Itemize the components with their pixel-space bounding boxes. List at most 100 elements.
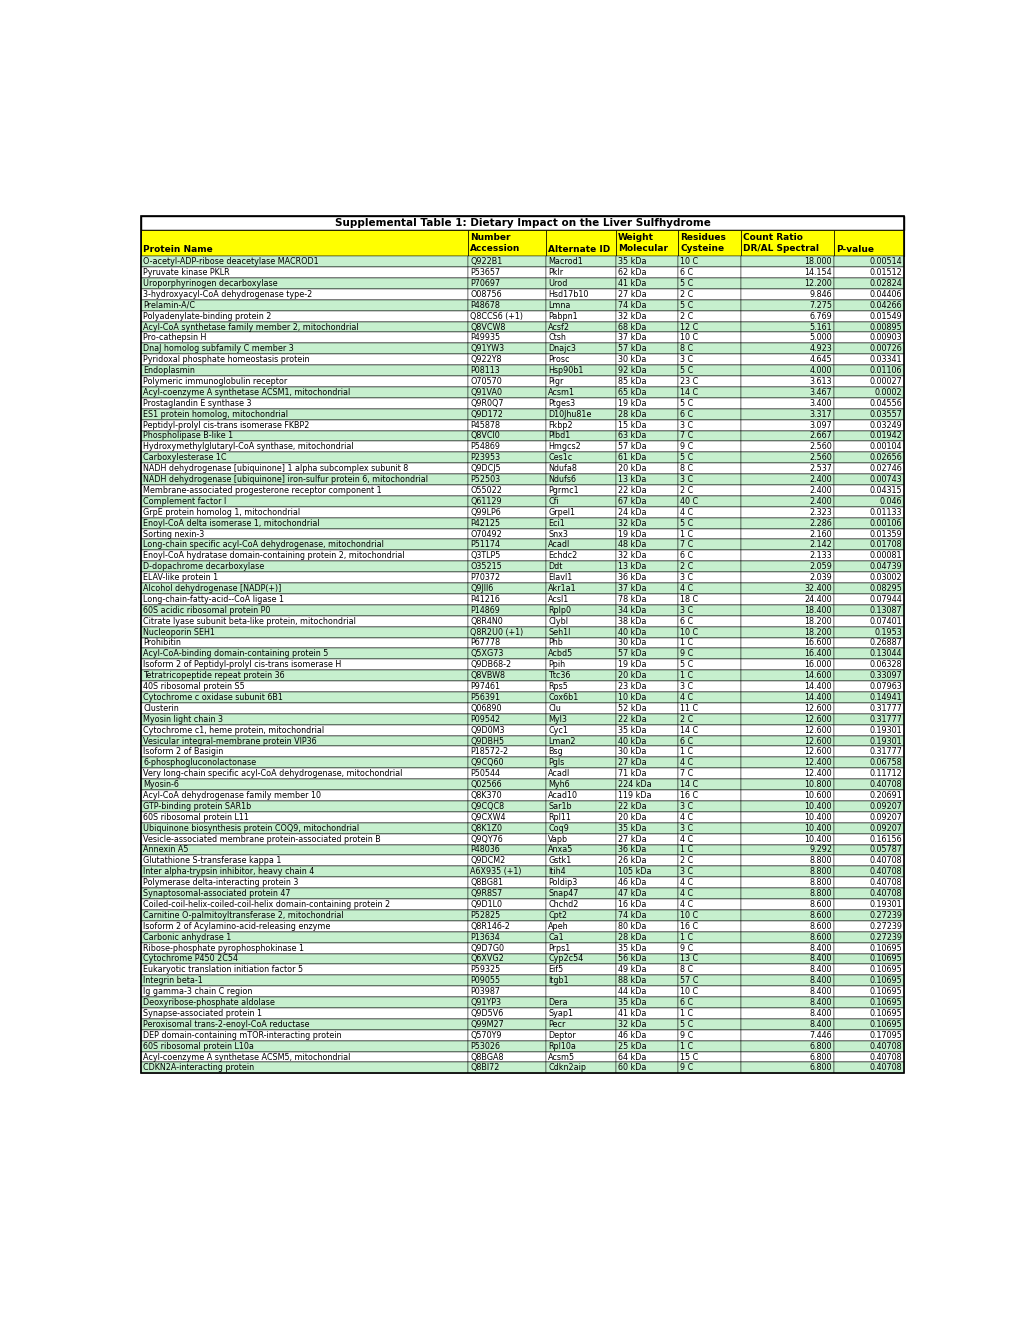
Bar bbox=[834, 267, 903, 279]
Bar bbox=[142, 550, 468, 561]
Text: Q9D1L0: Q9D1L0 bbox=[470, 900, 501, 909]
Text: Chchd2: Chchd2 bbox=[547, 900, 578, 909]
Bar bbox=[545, 671, 615, 681]
Bar bbox=[468, 648, 545, 659]
Text: 0.04266: 0.04266 bbox=[868, 301, 901, 310]
Text: 0.04315: 0.04315 bbox=[868, 486, 901, 495]
Text: Pro-cathepsin H: Pro-cathepsin H bbox=[144, 334, 207, 342]
Bar bbox=[545, 899, 615, 909]
Bar bbox=[834, 779, 903, 791]
Text: Anxa5: Anxa5 bbox=[547, 846, 573, 854]
Bar bbox=[142, 463, 903, 474]
Bar bbox=[142, 779, 468, 791]
Bar bbox=[678, 866, 740, 878]
Bar bbox=[142, 725, 468, 735]
Text: Q9JII6: Q9JII6 bbox=[470, 583, 493, 593]
Bar bbox=[615, 550, 678, 561]
Bar bbox=[545, 289, 615, 300]
Text: 8 C: 8 C bbox=[680, 965, 693, 974]
Text: P14869: P14869 bbox=[470, 606, 499, 615]
Text: 3.097: 3.097 bbox=[808, 421, 832, 429]
Bar bbox=[615, 671, 678, 681]
Text: Lmna: Lmna bbox=[547, 301, 570, 310]
Text: Akr1a1: Akr1a1 bbox=[547, 583, 576, 593]
Bar bbox=[740, 517, 834, 528]
Bar bbox=[545, 366, 615, 376]
Text: 35 kDa: 35 kDa bbox=[618, 944, 646, 953]
Text: O55022: O55022 bbox=[470, 486, 501, 495]
Bar bbox=[678, 735, 740, 747]
Text: Acyl-coenzyme A synthetase ACSM5, mitochondrial: Acyl-coenzyme A synthetase ACSM5, mitoch… bbox=[144, 1052, 351, 1061]
Bar bbox=[545, 420, 615, 430]
Bar bbox=[142, 888, 468, 899]
Bar bbox=[545, 909, 615, 921]
Text: 15 C: 15 C bbox=[680, 1052, 698, 1061]
Bar bbox=[740, 735, 834, 747]
Bar bbox=[740, 376, 834, 387]
Text: 0.00081: 0.00081 bbox=[869, 552, 901, 560]
Text: 27 kDa: 27 kDa bbox=[618, 290, 646, 298]
Bar bbox=[142, 681, 903, 692]
Bar bbox=[834, 572, 903, 583]
Bar bbox=[142, 583, 903, 594]
Bar bbox=[834, 735, 903, 747]
Text: P53657: P53657 bbox=[470, 268, 500, 277]
Text: 8.800: 8.800 bbox=[809, 867, 832, 876]
Text: Q9DBH5: Q9DBH5 bbox=[470, 737, 503, 746]
Bar bbox=[834, 615, 903, 627]
Text: Q8K370: Q8K370 bbox=[470, 791, 501, 800]
Bar bbox=[468, 855, 545, 866]
Bar bbox=[615, 540, 678, 550]
Bar bbox=[740, 496, 834, 507]
Text: Pyruvate kinase PKLR: Pyruvate kinase PKLR bbox=[144, 268, 230, 277]
Bar bbox=[834, 343, 903, 354]
Bar bbox=[740, 572, 834, 583]
Bar bbox=[142, 289, 903, 300]
Bar bbox=[615, 256, 678, 267]
Bar bbox=[678, 397, 740, 409]
Text: 0.19301: 0.19301 bbox=[868, 737, 901, 746]
Text: Grpel1: Grpel1 bbox=[547, 508, 575, 516]
Text: Cytochrome c1, heme protein, mitochondrial: Cytochrome c1, heme protein, mitochondri… bbox=[144, 726, 324, 735]
Bar bbox=[142, 289, 468, 300]
Bar bbox=[142, 747, 468, 758]
Bar bbox=[678, 704, 740, 714]
Bar bbox=[142, 572, 468, 583]
Bar bbox=[740, 1040, 834, 1052]
Text: Q06890: Q06890 bbox=[470, 704, 501, 713]
Bar bbox=[615, 791, 678, 801]
Bar bbox=[468, 791, 545, 801]
Bar bbox=[142, 986, 903, 997]
Bar bbox=[834, 845, 903, 855]
Text: 14 C: 14 C bbox=[680, 780, 698, 789]
Bar bbox=[142, 1019, 903, 1030]
Bar bbox=[142, 866, 468, 878]
Bar bbox=[678, 453, 740, 463]
Text: Ribose-phosphate pyrophosphokinase 1: Ribose-phosphate pyrophosphokinase 1 bbox=[144, 944, 304, 953]
Text: 48 kDa: 48 kDa bbox=[618, 540, 646, 549]
Text: 28 kDa: 28 kDa bbox=[618, 409, 646, 418]
Bar bbox=[468, 725, 545, 735]
Text: 3.613: 3.613 bbox=[809, 378, 832, 385]
Bar bbox=[142, 484, 468, 496]
Bar bbox=[678, 366, 740, 376]
Text: 0.40708: 0.40708 bbox=[868, 1064, 901, 1072]
Bar bbox=[615, 659, 678, 671]
Text: Q8BG81: Q8BG81 bbox=[470, 878, 502, 887]
Bar bbox=[615, 812, 678, 822]
Bar bbox=[615, 430, 678, 441]
Bar bbox=[834, 866, 903, 878]
Bar bbox=[142, 474, 903, 484]
Bar bbox=[678, 888, 740, 899]
Text: ES1 protein homolog, mitochondrial: ES1 protein homolog, mitochondrial bbox=[144, 409, 288, 418]
Bar bbox=[615, 1019, 678, 1030]
Bar bbox=[615, 561, 678, 572]
Text: Q9DCM2: Q9DCM2 bbox=[470, 857, 505, 866]
Text: 9.846: 9.846 bbox=[809, 290, 832, 298]
Text: 5 C: 5 C bbox=[680, 366, 693, 375]
Text: P13634: P13634 bbox=[470, 933, 499, 941]
Bar bbox=[678, 878, 740, 888]
Text: 0.03249: 0.03249 bbox=[868, 421, 901, 429]
Bar bbox=[740, 997, 834, 1008]
Text: Q9D5V6: Q9D5V6 bbox=[470, 1008, 503, 1018]
